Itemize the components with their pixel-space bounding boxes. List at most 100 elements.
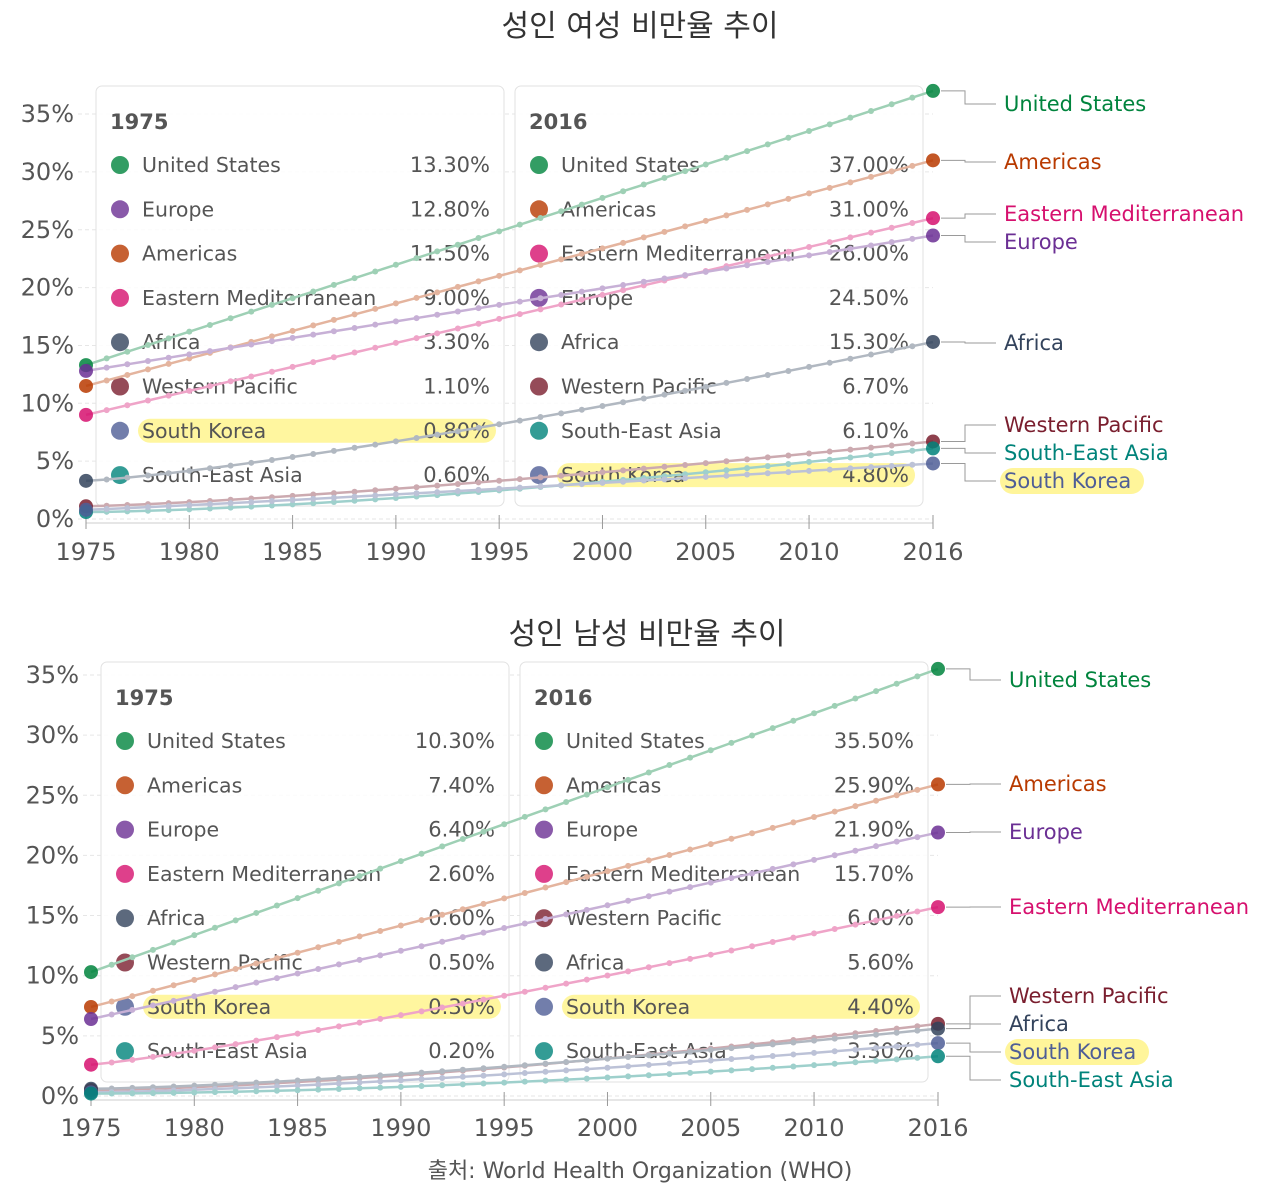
series-point <box>790 1051 796 1057</box>
series-point <box>228 315 234 321</box>
series-point <box>790 1040 796 1046</box>
x-tick-label: 1985 <box>262 538 323 566</box>
series-point <box>785 469 791 475</box>
series-start-point[interactable] <box>84 1087 98 1101</box>
series-point <box>563 911 569 917</box>
chart-title: 성인 남성 비만율 추이 <box>508 617 785 652</box>
series-point <box>295 895 301 901</box>
series-point <box>641 182 647 188</box>
series-point <box>109 1060 115 1066</box>
series-point <box>439 1075 445 1081</box>
series-start-point[interactable] <box>84 1000 98 1014</box>
series-end-point[interactable] <box>926 153 940 167</box>
series-point <box>749 830 755 836</box>
series-end-point[interactable] <box>931 1049 945 1063</box>
series-end-point[interactable] <box>931 777 945 791</box>
leader-line <box>946 832 1001 833</box>
series-point <box>496 228 502 234</box>
series-point <box>765 141 771 147</box>
leader-line <box>946 1043 1001 1052</box>
series-point <box>331 317 337 323</box>
series-point <box>682 223 688 229</box>
series-point <box>868 242 874 248</box>
series-end-point[interactable] <box>931 826 945 840</box>
series-point <box>290 328 296 334</box>
series-point <box>253 980 259 986</box>
series-start-point[interactable] <box>79 474 93 488</box>
series-point <box>625 777 631 783</box>
series-point <box>104 377 110 383</box>
series-point <box>104 407 110 413</box>
series-point <box>666 889 672 895</box>
series-point <box>439 1082 445 1088</box>
series-point <box>393 262 399 268</box>
series-end-point[interactable] <box>926 211 940 225</box>
series-start-point[interactable] <box>79 503 93 517</box>
legend-name: Africa <box>142 330 200 354</box>
series-end-point[interactable] <box>926 441 940 455</box>
series-start-point[interactable] <box>84 965 98 979</box>
series-point <box>310 451 316 457</box>
series-point <box>414 335 420 341</box>
series-point <box>914 834 920 840</box>
series-point <box>377 1078 383 1084</box>
y-tick-label: 0% <box>41 1082 79 1110</box>
series-point <box>687 755 693 761</box>
series-point <box>728 740 734 746</box>
series-point <box>604 784 610 790</box>
series-point <box>460 934 466 940</box>
legend-name: Europe <box>566 818 638 842</box>
series-point <box>295 1087 301 1093</box>
series-point <box>269 369 275 375</box>
series-point <box>723 155 729 161</box>
series-end-point[interactable] <box>931 900 945 914</box>
series-start-point[interactable] <box>84 1058 98 1072</box>
series-point <box>542 1078 548 1084</box>
series-point <box>641 478 647 484</box>
series-point <box>832 926 838 932</box>
series-end-point[interactable] <box>926 84 940 98</box>
series-point <box>868 452 874 458</box>
series-point <box>315 1076 321 1082</box>
legend-dot <box>535 821 553 839</box>
series-point <box>847 356 853 362</box>
series-point <box>248 341 254 347</box>
x-tick-label: 2010 <box>784 1114 845 1142</box>
series-point <box>889 101 895 107</box>
series-start-point[interactable] <box>79 408 93 422</box>
x-tick-label: 2016 <box>902 538 963 566</box>
series-start-point[interactable] <box>84 1012 98 1026</box>
series-point <box>666 1071 672 1077</box>
series-start-point[interactable] <box>79 364 93 378</box>
y-tick-label: 20% <box>21 274 74 302</box>
series-point <box>336 880 342 886</box>
series-point <box>889 168 895 174</box>
series-point <box>852 1059 858 1065</box>
series-start-point[interactable] <box>79 379 93 393</box>
series-point <box>806 190 812 196</box>
series-end-point[interactable] <box>926 335 940 349</box>
series-point <box>295 950 301 956</box>
series-end-point[interactable] <box>931 1036 945 1050</box>
series-end-point[interactable] <box>931 1022 945 1036</box>
series-point <box>852 1034 858 1040</box>
series-point <box>811 1038 817 1044</box>
series-end-point[interactable] <box>931 662 945 676</box>
legend-name: United States <box>566 729 705 753</box>
series-point <box>542 1069 548 1075</box>
series-point <box>233 1089 239 1095</box>
series-point <box>563 1059 569 1065</box>
series-point <box>166 355 172 361</box>
series-point <box>522 921 528 927</box>
series-end-point[interactable] <box>926 456 940 470</box>
series-point <box>832 1036 838 1042</box>
series-end-point[interactable] <box>926 229 940 243</box>
legend-name: South Korea <box>142 419 266 443</box>
series-point <box>290 335 296 341</box>
series-point <box>909 220 915 226</box>
series-point <box>832 1061 838 1067</box>
series-point <box>868 174 874 180</box>
series-point <box>377 928 383 934</box>
legend-dot <box>530 333 548 351</box>
